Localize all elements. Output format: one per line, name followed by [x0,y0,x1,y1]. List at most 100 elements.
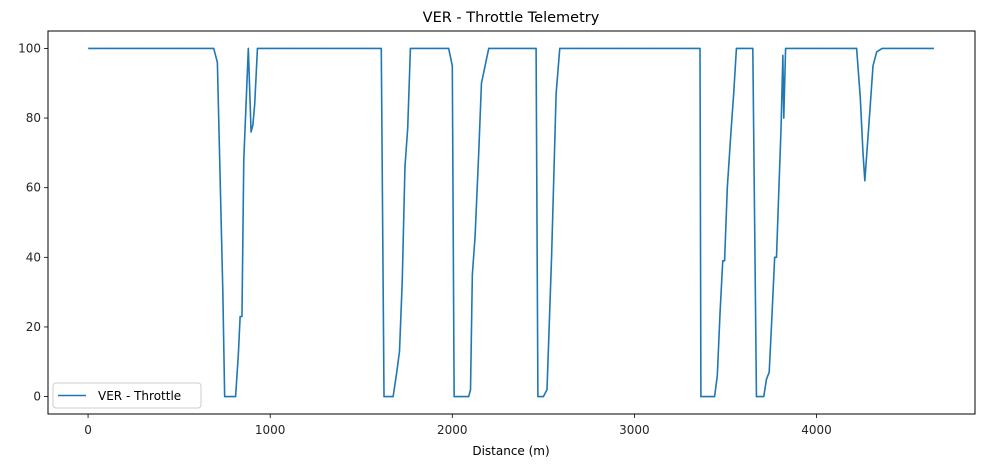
data-point-15 [250,131,252,133]
data-point-11 [239,315,241,318]
data-point-24 [383,395,385,398]
y-tick-label-3: 60 [26,181,41,195]
y-tick-label-4: 80 [26,111,41,125]
data-point-35 [451,65,453,67]
data-point-72 [755,395,758,398]
data-point-63 [719,312,721,314]
data-point-2 [142,47,144,50]
legend: VER - Throttle [52,382,202,409]
x-tick-label-4: 4000 [801,423,832,437]
data-point-12 [241,315,243,318]
data-point-19 [260,47,262,50]
data-point-8 [228,395,230,398]
data-point-68 [733,93,735,95]
data-point-41 [474,235,476,238]
data-point-17 [254,103,256,105]
data-point-30 [407,127,409,130]
data-point-37 [460,395,463,398]
data-point-61 [713,395,716,398]
data-point-1 [105,47,107,50]
data-point-92 [872,65,874,67]
data-point-29 [404,166,406,168]
data-point-14 [247,47,249,50]
data-point-20 [287,47,289,50]
y-tick-label-1: 20 [26,320,41,334]
data-point-80 [780,127,782,130]
data-point-86 [834,47,836,50]
plot-frame [47,30,976,415]
data-point-45 [488,47,490,50]
x-tick-label-3: 3000 [619,423,650,437]
data-point-33 [433,47,435,50]
data-point-25 [392,395,394,398]
data-point-4 [213,47,215,50]
data-point-70 [743,47,745,50]
data-point-94 [881,47,883,50]
data-point-50 [546,389,548,391]
data-point-74 [765,378,768,380]
data-point-38 [468,395,470,398]
data-point-91 [868,117,870,119]
data-point-85 [815,47,818,50]
data-point-44 [484,65,486,67]
data-point-93 [876,51,878,53]
y-tick-label-2: 40 [26,250,41,264]
data-point-26 [396,371,398,373]
data-point-18 [256,47,259,50]
x-axis-label: Distance (m) [472,444,549,458]
data-point-46 [506,47,508,50]
data-point-88 [859,96,861,98]
data-point-69 [735,47,738,50]
data-point-10 [237,354,239,356]
data-point-13 [243,159,245,161]
data-point-81 [782,54,784,56]
data-point-95 [888,47,891,50]
data-point-0 [88,47,90,50]
data-point-34 [448,47,450,50]
data-point-3 [178,47,180,50]
data-point-76 [771,315,773,318]
data-point-55 [615,47,617,50]
data-point-66 [726,187,728,189]
data-point-32 [415,47,417,50]
data-point-5 [216,61,218,63]
data-point-36 [453,395,455,398]
plot-area [88,47,934,398]
data-point-65 [723,260,726,262]
x-tick-label-2: 2000 [437,423,468,437]
data-point-51 [550,256,553,258]
data-point-64 [722,260,724,262]
data-points [88,47,934,398]
data-point-7 [224,395,226,398]
y-tick-label-5: 100 [18,41,41,55]
data-point-96 [907,47,909,50]
data-point-84 [797,47,799,50]
data-point-16 [252,124,254,126]
data-point-42 [478,152,480,154]
data-point-52 [555,93,557,95]
data-point-23 [380,47,382,50]
data-point-22 [360,47,362,50]
legend-box [52,382,202,409]
data-point-97 [932,47,934,50]
data-point-79 [777,204,779,206]
data-point-87 [856,47,858,50]
data-point-82 [783,117,785,119]
series-line-ver-throttle [88,47,934,398]
legend-entry-ver-throttle: VER - Throttle [98,389,181,403]
data-point-39 [469,389,472,391]
data-point-90 [864,180,866,182]
data-point-49 [542,395,544,398]
data-point-6 [222,291,224,293]
data-point-43 [480,82,483,84]
data-point-28 [401,281,403,283]
data-point-89 [862,152,864,154]
data-point-27 [398,350,401,352]
data-point-57 [688,47,690,50]
axis-ticks: 0 1000 2000 3000 4000 0 20 40 60 80 100 [18,41,832,437]
data-point-77 [774,256,776,258]
data-point-60 [706,395,708,398]
data-point-58 [699,47,701,50]
data-point-78 [775,256,778,258]
